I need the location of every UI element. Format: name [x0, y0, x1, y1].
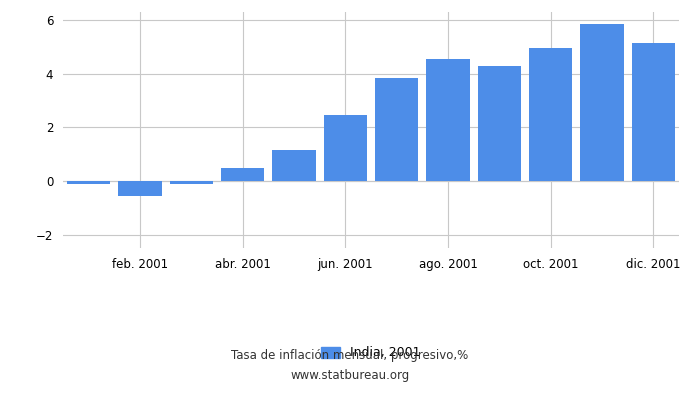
Bar	[66, 181, 111, 184]
Bar	[118, 181, 162, 196]
Bar	[169, 181, 213, 184]
Bar	[631, 43, 675, 181]
Bar	[323, 115, 367, 181]
Bar	[477, 66, 521, 181]
Bar	[375, 78, 419, 181]
Bar	[426, 59, 470, 181]
Legend: India, 2001: India, 2001	[316, 342, 426, 364]
Bar	[272, 150, 316, 181]
Bar	[528, 48, 573, 181]
Bar	[580, 24, 624, 181]
Text: Tasa de inflación mensual, progresivo,%: Tasa de inflación mensual, progresivo,%	[232, 349, 468, 362]
Bar	[221, 168, 265, 181]
Text: www.statbureau.org: www.statbureau.org	[290, 369, 410, 382]
